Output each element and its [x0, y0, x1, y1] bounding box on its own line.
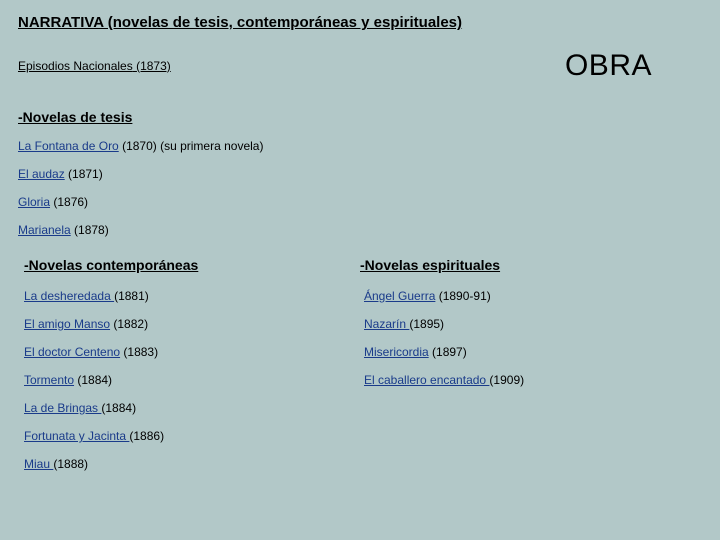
episodios-year: (1873) — [136, 59, 171, 73]
work-link[interactable]: Ángel Guerra — [364, 289, 435, 303]
work-year: (1881) — [114, 289, 149, 303]
work-item: La Fontana de Oro (1870) (su primera nov… — [18, 139, 702, 153]
work-year: (1870) (su primera novela) — [119, 139, 264, 153]
work-item: Marianela (1878) — [18, 223, 702, 237]
work-link[interactable]: Tormento — [24, 373, 74, 387]
work-link[interactable]: La Fontana de Oro — [18, 139, 119, 153]
work-link[interactable]: Marianela — [18, 223, 71, 237]
work-year: (1882) — [110, 317, 148, 331]
work-item: Ángel Guerra (1890-91) — [360, 289, 702, 303]
two-column-row: -Novelas contemporáneas La desheredada (… — [18, 257, 702, 485]
work-year: (1886) — [129, 429, 164, 443]
work-link[interactable]: El amigo Manso — [24, 317, 110, 331]
tesis-section: -Novelas de tesis La Fontana de Oro (187… — [18, 109, 702, 237]
episodios-title: Episodios Nacionales — [18, 59, 133, 73]
work-year: (1890-91) — [435, 289, 490, 303]
work-link[interactable]: La desheredada — [24, 289, 114, 303]
work-link[interactable]: El caballero encantado — [364, 373, 489, 387]
work-link[interactable]: Misericordia — [364, 345, 429, 359]
work-item: El doctor Centeno (1883) — [24, 345, 360, 359]
work-link[interactable]: Gloria — [18, 195, 50, 209]
work-item: Nazarín (1895) — [360, 317, 702, 331]
obra-label: OBRA — [565, 49, 702, 83]
work-year: (1878) — [71, 223, 109, 237]
espir-heading: -Novelas espirituales — [360, 257, 702, 273]
work-item: El audaz (1871) — [18, 167, 702, 181]
tesis-heading: -Novelas de tesis — [18, 109, 702, 125]
work-year: (1888) — [53, 457, 88, 471]
work-year: (1909) — [489, 373, 524, 387]
work-item: Misericordia (1897) — [360, 345, 702, 359]
work-item: Gloria (1876) — [18, 195, 702, 209]
work-year: (1897) — [429, 345, 467, 359]
work-year: (1884) — [101, 401, 136, 415]
work-link[interactable]: El audaz — [18, 167, 65, 181]
work-link[interactable]: La de Bringas — [24, 401, 101, 415]
episodios-row: Episodios Nacionales (1873) OBRA — [18, 49, 702, 83]
work-year: (1871) — [65, 167, 103, 181]
work-item: El caballero encantado (1909) — [360, 373, 702, 387]
work-item: El amigo Manso (1882) — [24, 317, 360, 331]
espirituales-section: -Novelas espirituales Ángel Guerra (1890… — [360, 257, 702, 485]
work-link[interactable]: Miau — [24, 457, 53, 471]
work-year: (1884) — [74, 373, 112, 387]
work-year: (1895) — [409, 317, 444, 331]
work-item: La de Bringas (1884) — [24, 401, 360, 415]
episodios-nacionales-link[interactable]: Episodios Nacionales (1873) — [18, 59, 171, 73]
work-item: La desheredada (1881) — [24, 289, 360, 303]
work-link[interactable]: El doctor Centeno — [24, 345, 120, 359]
contemp-heading: -Novelas contemporáneas — [24, 257, 360, 273]
contemporaneas-section: -Novelas contemporáneas La desheredada (… — [18, 257, 360, 485]
work-year: (1876) — [50, 195, 88, 209]
work-item: Tormento (1884) — [24, 373, 360, 387]
main-heading: NARRATIVA (novelas de tesis, contemporán… — [18, 14, 702, 31]
work-year: (1883) — [120, 345, 158, 359]
document-page: NARRATIVA (novelas de tesis, contemporán… — [0, 0, 720, 499]
work-item: Miau (1888) — [24, 457, 360, 471]
work-item: Fortunata y Jacinta (1886) — [24, 429, 360, 443]
work-link[interactable]: Fortunata y Jacinta — [24, 429, 129, 443]
work-link[interactable]: Nazarín — [364, 317, 409, 331]
